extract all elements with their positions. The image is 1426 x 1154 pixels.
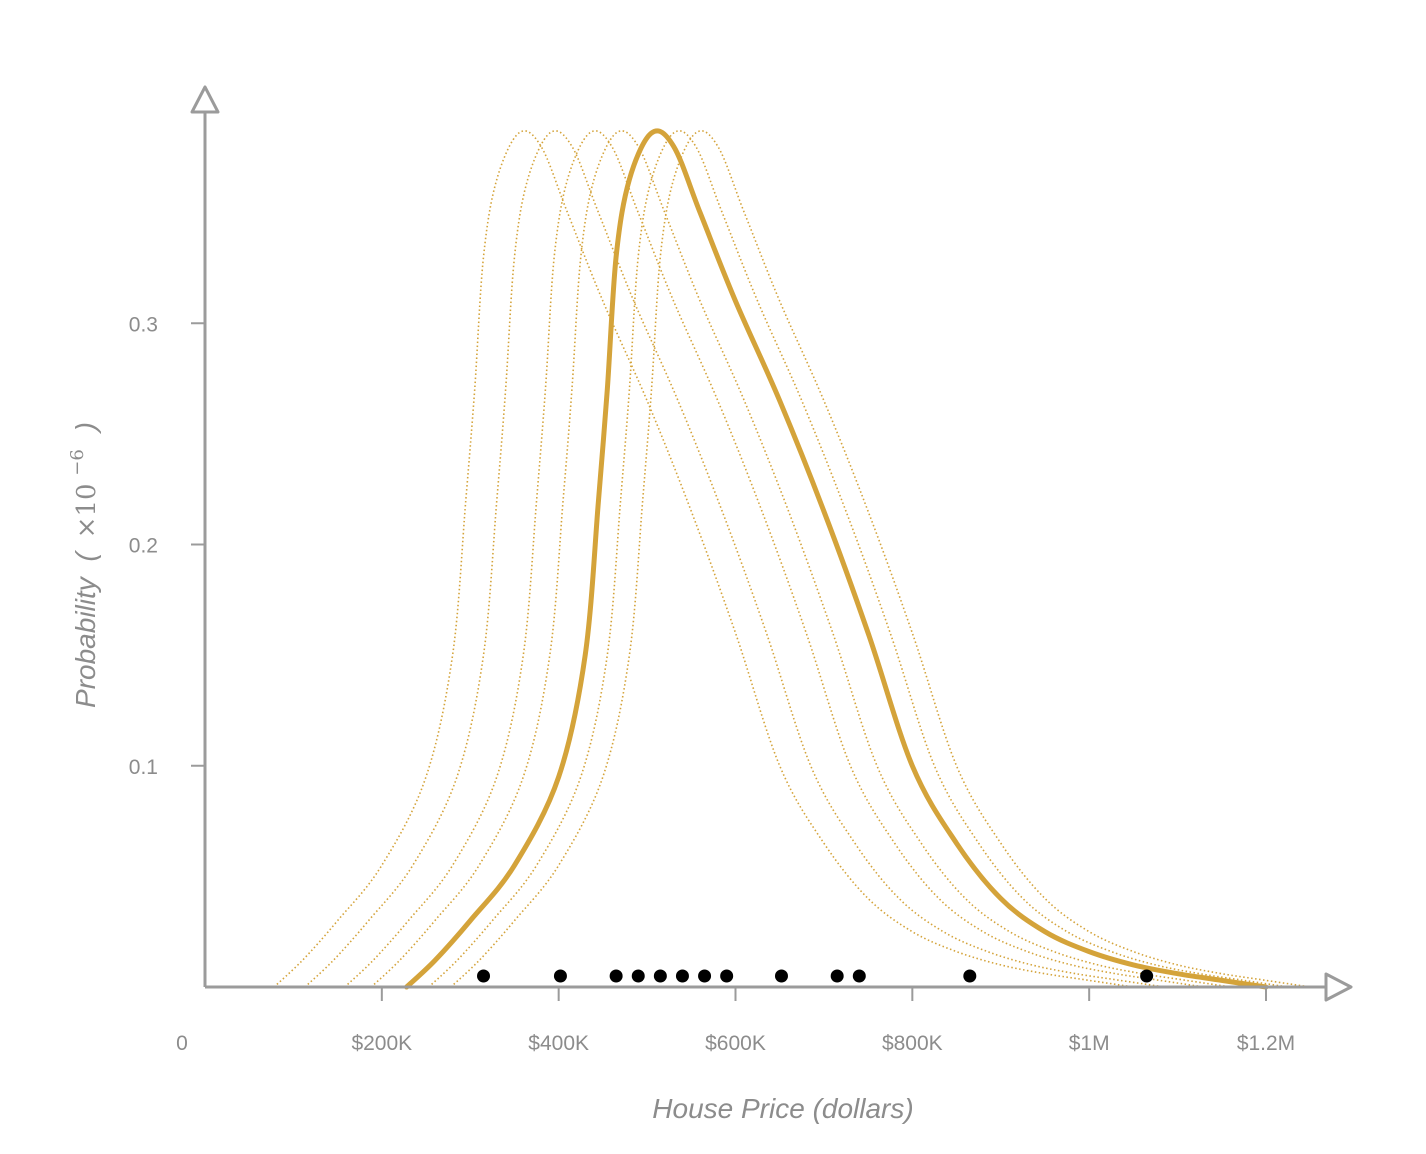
y-axis-title-multiplier: ×10 <box>72 483 102 538</box>
x-tick-label: $1.2M <box>1237 1032 1295 1055</box>
sample-curve-5 <box>428 130 1289 988</box>
y-axis-title-paren-open: ( <box>70 549 101 561</box>
sample-curve-6 <box>450 130 1311 988</box>
data-point <box>609 969 623 983</box>
y-axis-title-paren-close: ) <box>70 422 101 434</box>
y-tick-label: 0.2 <box>129 535 158 558</box>
data-point <box>553 969 567 983</box>
axes <box>190 85 1353 1002</box>
data-points <box>477 969 1154 983</box>
data-point <box>631 969 645 983</box>
main-density-curve <box>404 128 1269 990</box>
x-axis-title: House Price (dollars) <box>652 1093 913 1124</box>
x-tick-label: $400K <box>528 1032 589 1055</box>
data-point <box>675 969 689 983</box>
x-tick-label: $200K <box>351 1032 412 1055</box>
data-point <box>774 969 788 983</box>
y-axis-title-exponent: −6 <box>67 449 88 476</box>
y-tick-label: 0.3 <box>129 313 158 336</box>
y-tick-label: 0.1 <box>129 756 158 779</box>
sample-curve-2 <box>304 130 1165 988</box>
x-tick-label: $800K <box>882 1032 943 1055</box>
y-axis-title: Probability ( ×10 −6 ) <box>58 422 102 708</box>
y-axis-arrow-icon <box>190 85 220 114</box>
data-point <box>653 969 667 983</box>
x-ticks: 0 $200K $400K $600K $800K $1M $1.2M <box>176 987 1295 1055</box>
data-point <box>963 969 977 983</box>
x-tick-label: $1M <box>1069 1032 1110 1055</box>
x-axis-arrow-icon <box>1324 972 1353 1002</box>
y-ticks: 0.1 0.2 0.3 <box>129 313 205 779</box>
sample-density-curves <box>273 130 1311 988</box>
sample-curve-4 <box>370 130 1231 988</box>
data-point <box>852 969 866 983</box>
data-point <box>720 969 734 983</box>
data-point <box>477 969 491 983</box>
y-axis-title-text: Probability <box>70 575 101 708</box>
data-point <box>1140 969 1154 983</box>
data-point <box>698 969 712 983</box>
x-tick-label: 0 <box>176 1032 188 1055</box>
sample-curve-1 <box>273 130 1134 988</box>
sample-curve-3 <box>344 130 1205 988</box>
x-tick-label: $600K <box>705 1032 766 1055</box>
data-point <box>830 969 844 983</box>
